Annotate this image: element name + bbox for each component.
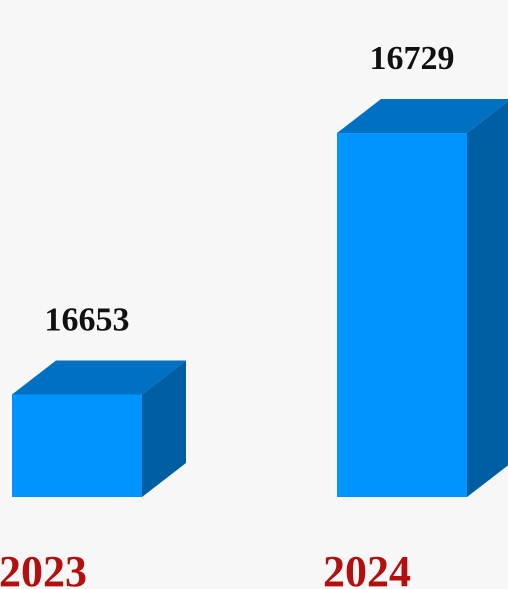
category-tick-label: 2023 [0,547,87,589]
labels-layer: 16653 2023 16729 2024 [0,40,455,589]
data-label: 16653 [45,301,130,338]
bar-2023 [12,360,186,497]
bars-layer [12,99,508,497]
bar-top-face [12,360,186,395]
bar-2024 [337,99,508,497]
bar-front-face [337,133,467,497]
bar-side-face [467,101,508,497]
category-tick-label: 2024 [323,547,411,589]
bar-front-face [12,394,142,497]
bar-side-face [142,360,186,497]
bar-top-face [337,99,508,134]
data-label: 16729 [370,40,455,77]
